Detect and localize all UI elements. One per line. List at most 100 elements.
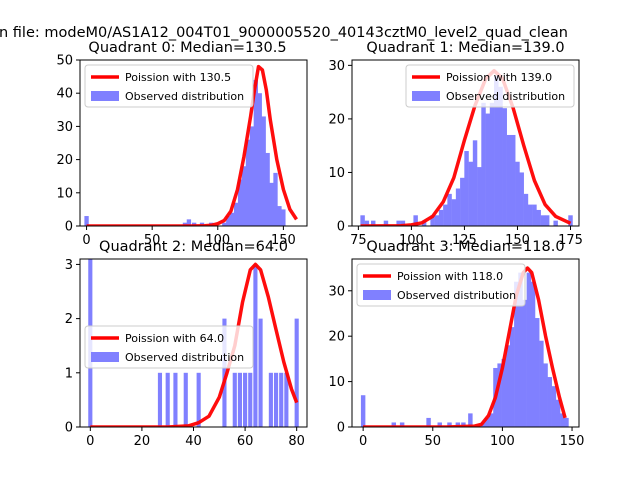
axes-frame xyxy=(79,59,308,227)
histogram-bar xyxy=(396,220,401,226)
y-tick-label: 30 xyxy=(328,59,345,74)
histogram-bar xyxy=(230,212,235,226)
histogram-bar xyxy=(233,202,239,226)
histogram-bar xyxy=(481,102,486,226)
histogram-bar xyxy=(451,199,457,226)
histogram-bar xyxy=(502,108,507,226)
histogram-bar xyxy=(426,417,431,427)
panel-quadrant-2: 0 20 40 60 80 0 1 2 3 Quadrant 2: Median=64.0 Pois… xyxy=(65,239,308,449)
histogram-bar xyxy=(399,422,405,427)
histogram-bar xyxy=(560,413,565,427)
histogram-bar xyxy=(522,299,527,427)
y-tick-label: 1 xyxy=(65,366,73,381)
histogram-bar xyxy=(265,152,270,226)
histogram-bar xyxy=(519,172,524,226)
histogram-bar xyxy=(84,216,89,226)
histogram-bar xyxy=(294,318,299,427)
histogram-bar xyxy=(222,222,227,226)
poisson-curve xyxy=(90,262,299,427)
y-tick-label: 0 xyxy=(337,220,345,235)
histogram-bar xyxy=(455,422,461,427)
histogram-bar xyxy=(165,372,170,427)
x-tick-label: 40 xyxy=(185,434,202,449)
histogram-bar xyxy=(232,372,237,427)
histogram-bar xyxy=(543,363,548,427)
panel-title: Quadrant 0: Median=130.5 xyxy=(88,40,286,56)
histogram-bar xyxy=(157,372,163,427)
legend-bar-swatch xyxy=(412,91,440,101)
x-tick-label: 175 xyxy=(558,233,583,248)
histogram-bar xyxy=(413,215,418,226)
axes-frame xyxy=(351,258,580,428)
histogram-bar xyxy=(505,345,511,427)
histogram-bar xyxy=(568,215,573,226)
x-tick-label: 75 xyxy=(350,233,367,248)
histogram-bar xyxy=(455,188,461,226)
histogram-bar xyxy=(237,179,243,226)
histogram-bar xyxy=(498,86,503,226)
y-tick-label: 20 xyxy=(56,153,73,168)
x-tick-label: 80 xyxy=(288,434,305,449)
histogram-bar xyxy=(279,372,284,427)
histogram-bar xyxy=(484,417,490,427)
histogram-bar xyxy=(437,422,442,427)
histogram-bar xyxy=(518,272,523,427)
x-tick-label: 150 xyxy=(271,233,296,248)
histogram-bar xyxy=(360,215,365,226)
histogram-bar xyxy=(540,215,546,226)
histogram-bar xyxy=(173,372,178,427)
histogram-bar xyxy=(506,134,512,226)
y-tick-label: 20 xyxy=(328,112,345,127)
x-tick-label: 100 xyxy=(205,233,230,248)
legend-box xyxy=(84,64,254,108)
y-tick-label: 40 xyxy=(56,87,73,102)
histogram-bar xyxy=(464,151,469,226)
legend-box xyxy=(356,263,526,307)
panel-title: Quadrant 2: Median=64.0 xyxy=(99,239,288,255)
histogram-bar xyxy=(477,167,482,226)
histogram-bar xyxy=(257,93,262,226)
histogram-bar xyxy=(553,220,558,226)
x-tick-label: 0 xyxy=(86,434,94,449)
histogram-bar xyxy=(514,281,519,427)
panel-title: Quadrant 1: Median=139.0 xyxy=(366,40,564,56)
panel-quadrant-3: 0 50 100 150 0 10 20 30 Quadrant 3: Median=118.0… xyxy=(328,239,584,449)
histogram-bar xyxy=(364,220,370,226)
histogram-bar xyxy=(400,220,406,226)
histogram-bar xyxy=(391,422,397,427)
histogram-bar xyxy=(273,172,278,226)
x-tick-label: 0 xyxy=(82,233,90,248)
histogram-bar xyxy=(253,264,258,427)
legend-curve-label: Poission with 64.0 xyxy=(125,332,224,345)
y-tick-label: 3 xyxy=(65,258,73,273)
histogram-bar xyxy=(443,204,448,226)
plot-area xyxy=(84,64,298,226)
y-tick-label: 10 xyxy=(328,166,345,181)
histogram-bar xyxy=(494,76,499,226)
histogram-bar xyxy=(489,413,494,427)
histogram-bar xyxy=(277,206,282,226)
histogram-bar xyxy=(468,161,474,226)
legend-bar-swatch xyxy=(363,290,391,300)
legend-box xyxy=(405,64,575,108)
histogram-bar xyxy=(268,372,273,427)
legend: Poission with 130.5 Observed distribution xyxy=(84,64,254,108)
y-tick-label: 10 xyxy=(328,375,345,390)
histogram-bar xyxy=(370,220,376,226)
histogram-bar xyxy=(460,177,465,226)
histogram-bar xyxy=(245,139,251,226)
histogram-bar xyxy=(253,79,258,226)
histogram-bar xyxy=(183,372,188,427)
x-tick-label: 20 xyxy=(134,434,151,449)
histogram-bar xyxy=(261,116,266,226)
x-tick-label: 0 xyxy=(359,434,367,449)
y-tick-label: 20 xyxy=(328,330,345,345)
y-tick-label: 30 xyxy=(56,120,73,135)
x-tick-label: 150 xyxy=(505,233,530,248)
legend-bar-label: Observed distribution xyxy=(125,90,244,103)
legend-bar-label: Observed distribution xyxy=(446,90,565,103)
histogram-bar xyxy=(526,272,532,427)
legend-curve-label: Poission with 130.5 xyxy=(125,71,231,84)
legend: Poission with 139.0 Observed distribution xyxy=(405,64,575,108)
x-tick-label: 125 xyxy=(452,233,477,248)
